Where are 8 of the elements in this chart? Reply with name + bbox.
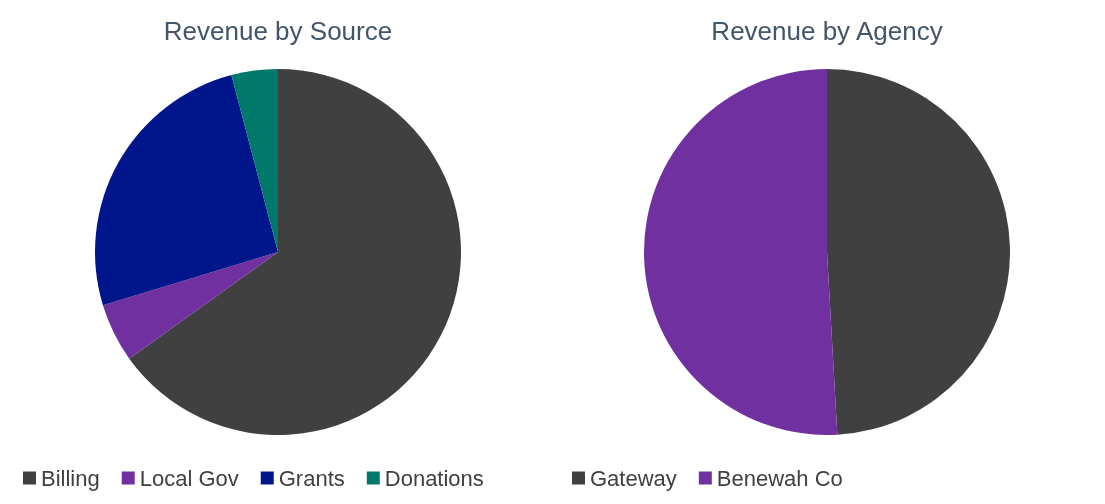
chart-title: Revenue by Source	[163, 16, 393, 46]
legend-label: Local Gov	[139, 465, 239, 491]
legend-label: Donations	[384, 465, 484, 491]
legend-label: Billing	[41, 465, 100, 491]
legend-label: Gateway	[590, 465, 677, 491]
legend-label: Grants	[278, 465, 345, 491]
chart-title: Revenue by Agency	[711, 16, 943, 46]
legend-label: Benewah Co	[716, 465, 843, 491]
